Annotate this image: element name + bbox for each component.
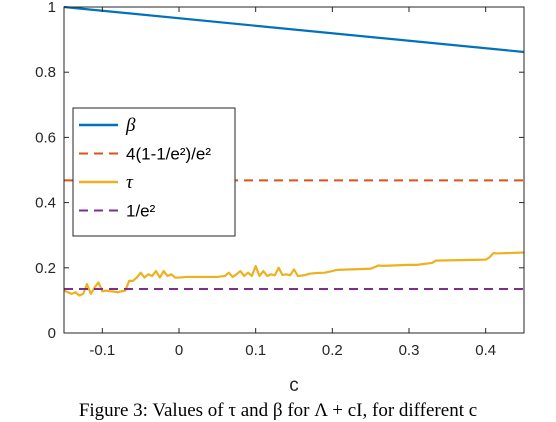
legend-label-1: 4(1-1/e²)/e² (126, 145, 211, 164)
series-line-2 (63, 251, 525, 297)
y-tick-label-5: 1 (48, 0, 56, 16)
legend-label-0: β (125, 115, 136, 136)
legend-label-3: 1/e² (126, 202, 156, 221)
x-tick-label-1: 0 (175, 342, 183, 359)
legend-label-2: τ (126, 172, 134, 193)
series-line-0 (63, 5, 525, 54)
y-tick-label-4: 0.8 (35, 64, 56, 81)
x-tick-label-3: 0.2 (322, 342, 343, 359)
axes-layer: -0.1 0 0.1 0.2 0.3 0.4 0 0.2 0.4 0.6 0.8 1 (35, 0, 525, 359)
x-axis-label: c (289, 375, 299, 396)
axes-box (63, 6, 525, 334)
figure-caption: Figure 3: Values of τ and β for Λ + cI, … (78, 400, 478, 421)
y-tick-label-1: 0.2 (35, 260, 56, 277)
x-tick-label-0: -0.1 (89, 342, 115, 359)
legend: β 4(1-1/e²)/e² τ 1/e² (72, 107, 236, 237)
x-tick-label-4: 0.3 (399, 342, 420, 359)
chart: -0.1 0 0.1 0.2 0.3 0.4 0 0.2 0.4 0.6 0.8 1 β 4(1-1/e… (35, 0, 525, 396)
legend-box (72, 107, 236, 237)
x-tick-label-5: 0.4 (475, 342, 496, 359)
y-tick-label-3: 0.6 (35, 129, 56, 146)
y-tick-label-2: 0.4 (35, 195, 56, 212)
x-tick-label-2: 0.1 (245, 342, 266, 359)
y-tick-label-0: 0 (48, 325, 56, 342)
